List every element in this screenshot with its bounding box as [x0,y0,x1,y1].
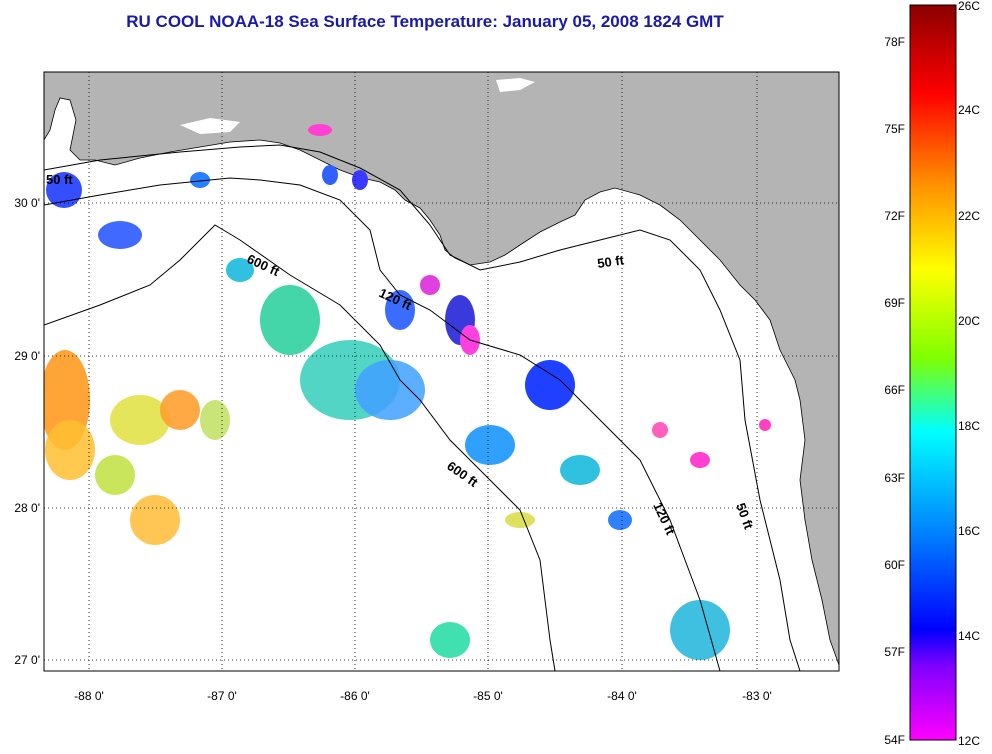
contour-label-50ft-west: 50 ft [46,172,73,187]
lat-tick-label: 27 0' [14,653,40,667]
lat-tick-label: 29 0' [14,349,40,363]
colorbar-c-label: 14C [958,629,980,643]
colorbar-f-label: 54F [884,733,905,747]
colorbar-gradient [909,4,957,741]
lon-tick-label: -87 0' [207,689,237,703]
contour-600ft [44,224,556,671]
lon-tick-label: -85 0' [473,689,503,703]
inland-water [496,78,535,92]
colorbar-c-label: 18C [958,419,980,433]
colorbar-c-label: 22C [958,209,980,223]
colorbar-f-label: 60F [884,558,905,572]
colorbar-c-label: 16C [958,524,980,538]
map-title: RU COOL NOAA-18 Sea Surface Temperature:… [126,12,724,31]
colorbar-f-label: 78F [884,35,905,49]
colorbar: 78F 75F 72F 69F 66F 63F 60F 57F 54F 26C … [884,0,980,748]
colorbar-c-label: 20C [958,314,980,328]
contour-50ft [44,144,801,671]
latitude-axis: 30 0' 29 0' 28 0' 27 0' [14,196,40,667]
colorbar-c-label: 26C [958,0,980,13]
plot-frame [43,71,840,672]
lat-tick-label: 30 0' [14,196,40,210]
colorbar-f-label: 72F [884,209,905,223]
colorbar-f-label: 57F [884,645,905,659]
lon-tick-label: -88 0' [74,689,104,703]
longitude-axis: -88 0' -87 0' -86 0' -85 0' -84 0' -83 0… [74,689,772,703]
map-grid [44,72,839,671]
sst-data-layer [44,124,771,660]
lon-tick-label: -86 0' [340,689,370,703]
colorbar-c-label: 12C [958,734,980,748]
contour-120ft [44,177,721,671]
colorbar-f-label: 66F [884,383,905,397]
colorbar-c-label: 24C [958,103,980,117]
lon-tick-label: -84 0' [607,689,637,703]
bay-water [180,118,240,134]
colorbar-f-label: 63F [884,471,905,485]
lon-tick-label: -83 0' [742,689,772,703]
lat-tick-label: 28 0' [14,501,40,515]
bathymetry-contours [44,144,801,671]
colorbar-f-label: 69F [884,296,905,310]
colorbar-f-label: 75F [884,122,905,136]
contour-label-50ft-east: 50 ft [596,252,625,271]
